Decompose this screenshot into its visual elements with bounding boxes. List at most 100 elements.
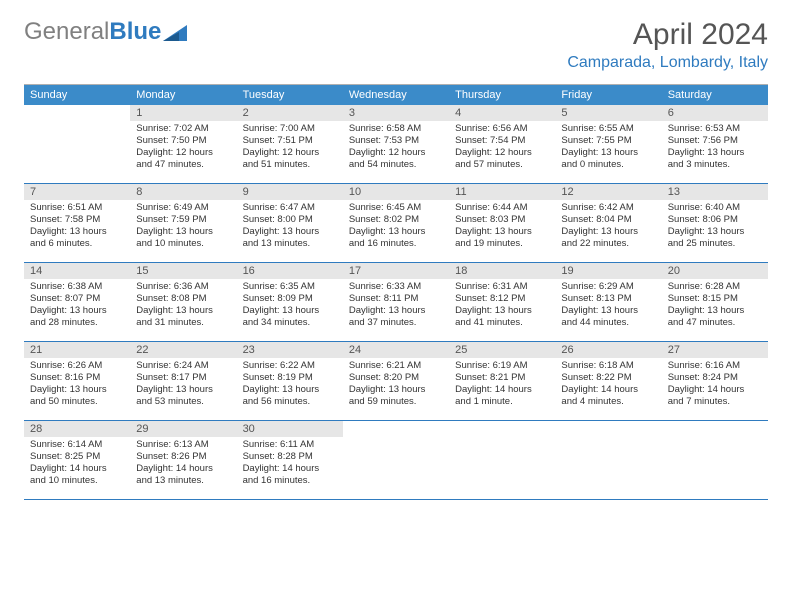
day-detail-line: and 10 minutes. (30, 475, 124, 487)
day-number: 13 (662, 184, 768, 200)
day-detail-line: Sunrise: 6:26 AM (30, 360, 124, 372)
day-detail-line: and 37 minutes. (349, 317, 443, 329)
day-detail-line: Sunset: 7:54 PM (455, 135, 549, 147)
day-detail-line: and 54 minutes. (349, 159, 443, 171)
day-detail-line: Sunset: 8:02 PM (349, 214, 443, 226)
day-detail-line: Daylight: 14 hours (455, 384, 549, 396)
day-detail-line: Sunrise: 6:18 AM (561, 360, 655, 372)
day-number: 8 (130, 184, 236, 200)
calendar-day-cell: 15Sunrise: 6:36 AMSunset: 8:08 PMDayligh… (130, 263, 236, 341)
day-detail-line: Sunrise: 6:24 AM (136, 360, 230, 372)
day-detail-line: Sunset: 8:25 PM (30, 451, 124, 463)
calendar-header-cell: Thursday (449, 85, 555, 105)
day-detail-line: Sunrise: 6:28 AM (668, 281, 762, 293)
day-detail-line: Sunrise: 6:35 AM (243, 281, 337, 293)
day-details: Sunrise: 6:19 AMSunset: 8:21 PMDaylight:… (449, 358, 555, 412)
day-number: 23 (237, 342, 343, 358)
day-detail-line: Daylight: 13 hours (349, 226, 443, 238)
day-detail-line: Sunrise: 7:00 AM (243, 123, 337, 135)
day-detail-line: Daylight: 13 hours (561, 147, 655, 159)
day-number: 7 (24, 184, 130, 200)
calendar: SundayMondayTuesdayWednesdayThursdayFrid… (24, 84, 768, 500)
day-detail-line: Daylight: 13 hours (243, 384, 337, 396)
day-details: Sunrise: 6:31 AMSunset: 8:12 PMDaylight:… (449, 279, 555, 333)
calendar-day-cell: 2Sunrise: 7:00 AMSunset: 7:51 PMDaylight… (237, 105, 343, 183)
calendar-day-cell: 17Sunrise: 6:33 AMSunset: 8:11 PMDayligh… (343, 263, 449, 341)
day-detail-line: Sunrise: 6:56 AM (455, 123, 549, 135)
calendar-week-row: 1Sunrise: 7:02 AMSunset: 7:50 PMDaylight… (24, 105, 768, 184)
day-details: Sunrise: 6:45 AMSunset: 8:02 PMDaylight:… (343, 200, 449, 254)
day-detail-line: and 51 minutes. (243, 159, 337, 171)
day-number: 16 (237, 263, 343, 279)
day-number: 19 (555, 263, 661, 279)
calendar-week-row: 21Sunrise: 6:26 AMSunset: 8:16 PMDayligh… (24, 342, 768, 421)
day-detail-line: Sunset: 8:04 PM (561, 214, 655, 226)
calendar-day-cell: 11Sunrise: 6:44 AMSunset: 8:03 PMDayligh… (449, 184, 555, 262)
day-number (24, 105, 130, 109)
day-detail-line: Sunset: 7:56 PM (668, 135, 762, 147)
calendar-header-cell: Monday (130, 85, 236, 105)
day-detail-line: Sunset: 8:09 PM (243, 293, 337, 305)
day-details: Sunrise: 6:21 AMSunset: 8:20 PMDaylight:… (343, 358, 449, 412)
day-details: Sunrise: 6:33 AMSunset: 8:11 PMDaylight:… (343, 279, 449, 333)
day-detail-line: Sunrise: 6:51 AM (30, 202, 124, 214)
calendar-day-cell (662, 421, 768, 499)
header: GeneralBlue April 2024 Camparada, Lombar… (0, 0, 792, 78)
day-details: Sunrise: 7:02 AMSunset: 7:50 PMDaylight:… (130, 121, 236, 175)
day-details: Sunrise: 6:24 AMSunset: 8:17 PMDaylight:… (130, 358, 236, 412)
day-detail-line: Daylight: 12 hours (349, 147, 443, 159)
day-detail-line: Sunset: 8:03 PM (455, 214, 549, 226)
day-details: Sunrise: 6:22 AMSunset: 8:19 PMDaylight:… (237, 358, 343, 412)
day-number: 5 (555, 105, 661, 121)
day-detail-line: Sunset: 8:08 PM (136, 293, 230, 305)
calendar-day-cell: 21Sunrise: 6:26 AMSunset: 8:16 PMDayligh… (24, 342, 130, 420)
calendar-day-cell (449, 421, 555, 499)
brand-text: GeneralBlue (24, 18, 161, 46)
day-detail-line: Sunrise: 6:58 AM (349, 123, 443, 135)
day-detail-line: Daylight: 14 hours (243, 463, 337, 475)
day-detail-line: Sunset: 8:13 PM (561, 293, 655, 305)
day-details: Sunrise: 6:28 AMSunset: 8:15 PMDaylight:… (662, 279, 768, 333)
day-detail-line: Daylight: 13 hours (455, 305, 549, 317)
calendar-day-cell: 4Sunrise: 6:56 AMSunset: 7:54 PMDaylight… (449, 105, 555, 183)
day-detail-line: and 6 minutes. (30, 238, 124, 250)
day-detail-line: Sunset: 7:55 PM (561, 135, 655, 147)
day-details: Sunrise: 6:40 AMSunset: 8:06 PMDaylight:… (662, 200, 768, 254)
day-detail-line: Sunset: 8:07 PM (30, 293, 124, 305)
calendar-day-cell: 12Sunrise: 6:42 AMSunset: 8:04 PMDayligh… (555, 184, 661, 262)
day-number: 21 (24, 342, 130, 358)
day-number: 25 (449, 342, 555, 358)
day-details: Sunrise: 6:14 AMSunset: 8:25 PMDaylight:… (24, 437, 130, 491)
day-details: Sunrise: 6:42 AMSunset: 8:04 PMDaylight:… (555, 200, 661, 254)
calendar-day-cell: 13Sunrise: 6:40 AMSunset: 8:06 PMDayligh… (662, 184, 768, 262)
day-detail-line: and 13 minutes. (136, 475, 230, 487)
calendar-day-cell: 3Sunrise: 6:58 AMSunset: 7:53 PMDaylight… (343, 105, 449, 183)
calendar-week-row: 14Sunrise: 6:38 AMSunset: 8:07 PMDayligh… (24, 263, 768, 342)
day-details: Sunrise: 6:44 AMSunset: 8:03 PMDaylight:… (449, 200, 555, 254)
day-details: Sunrise: 6:13 AMSunset: 8:26 PMDaylight:… (130, 437, 236, 491)
day-detail-line: Sunrise: 6:36 AM (136, 281, 230, 293)
day-details: Sunrise: 6:29 AMSunset: 8:13 PMDaylight:… (555, 279, 661, 333)
day-detail-line: Sunset: 8:28 PM (243, 451, 337, 463)
day-detail-line: Sunset: 8:11 PM (349, 293, 443, 305)
calendar-day-cell: 1Sunrise: 7:02 AMSunset: 7:50 PMDaylight… (130, 105, 236, 183)
calendar-header-cell: Wednesday (343, 85, 449, 105)
day-detail-line: and 28 minutes. (30, 317, 124, 329)
calendar-day-cell: 8Sunrise: 6:49 AMSunset: 7:59 PMDaylight… (130, 184, 236, 262)
calendar-day-cell: 5Sunrise: 6:55 AMSunset: 7:55 PMDaylight… (555, 105, 661, 183)
brand-part2: Blue (109, 18, 161, 45)
day-detail-line: Sunset: 8:06 PM (668, 214, 762, 226)
day-detail-line: and 59 minutes. (349, 396, 443, 408)
day-detail-line: Daylight: 14 hours (668, 384, 762, 396)
calendar-header-row: SundayMondayTuesdayWednesdayThursdayFrid… (24, 85, 768, 105)
day-detail-line: Sunset: 7:51 PM (243, 135, 337, 147)
calendar-day-cell: 19Sunrise: 6:29 AMSunset: 8:13 PMDayligh… (555, 263, 661, 341)
calendar-day-cell: 16Sunrise: 6:35 AMSunset: 8:09 PMDayligh… (237, 263, 343, 341)
day-detail-line: Sunset: 8:20 PM (349, 372, 443, 384)
day-detail-line: Sunset: 8:21 PM (455, 372, 549, 384)
day-detail-line: Daylight: 13 hours (30, 384, 124, 396)
day-detail-line: Sunrise: 6:14 AM (30, 439, 124, 451)
day-detail-line: Daylight: 13 hours (30, 305, 124, 317)
day-number: 6 (662, 105, 768, 121)
day-detail-line: and 25 minutes. (668, 238, 762, 250)
